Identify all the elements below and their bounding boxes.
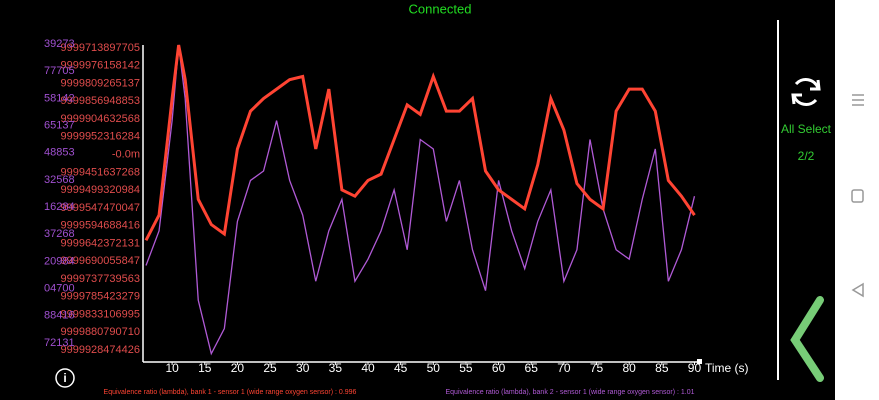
- select-label[interactable]: All Select: [781, 122, 832, 136]
- y-label: 9999690055847: [60, 255, 140, 267]
- x-tick-label: 40: [361, 361, 375, 375]
- x-tick-label: 30: [296, 361, 310, 375]
- y-label: 9999785423279: [60, 291, 140, 303]
- x-tick-label: 55: [459, 361, 473, 375]
- refresh-button[interactable]: [791, 78, 821, 106]
- y-label: 9999451637268: [60, 166, 140, 178]
- y2-label: 04700: [44, 283, 75, 295]
- x-tick-label: 15: [198, 361, 212, 375]
- y-label: 9999952316284: [60, 131, 140, 143]
- y-label: 9999904632568: [60, 113, 140, 125]
- y-label: 9999880790710: [60, 326, 140, 338]
- series-line: [144, 44, 696, 241]
- y-label: 9999809265137: [60, 77, 140, 89]
- svg-text:i: i: [63, 371, 66, 385]
- y-label: -0.0m: [112, 148, 140, 160]
- y-label: 9999737739563: [60, 273, 140, 285]
- x-tick-label: 80: [622, 361, 636, 375]
- select-count: 2/2: [798, 149, 815, 163]
- y2-label: 77705: [44, 65, 75, 77]
- y-label: 9999642372131: [60, 237, 140, 249]
- info-button[interactable]: i: [55, 368, 75, 388]
- x-tick-label: 70: [557, 361, 571, 375]
- x-tick-label: 35: [329, 361, 343, 375]
- y-label: 9999713897705: [60, 42, 140, 54]
- series-line: [145, 44, 696, 356]
- y-label: 9999547470047: [60, 202, 140, 214]
- y-label: 9999928474426: [60, 344, 140, 356]
- x-tick-label: 90: [688, 361, 702, 375]
- y-label: 9999833106995: [60, 308, 140, 320]
- x-tick-label: 50: [427, 361, 441, 375]
- x-tick-label: 60: [492, 361, 506, 375]
- y-label: 9999856948853: [60, 95, 140, 107]
- y2-label: 20984: [44, 255, 75, 267]
- y2-label: 32568: [44, 174, 75, 186]
- axis-end: [697, 359, 702, 364]
- x-tick-label: 85: [655, 361, 669, 375]
- back-arrow[interactable]: [790, 296, 824, 382]
- x-tick-label: 25: [263, 361, 277, 375]
- y-label: 9999499320984: [60, 184, 140, 196]
- x-tick-label: 75: [590, 361, 604, 375]
- y2-label: 72131: [44, 337, 75, 349]
- legend-entry: Equivalence ratio (lambda), bank 2 - sen…: [445, 389, 694, 396]
- status: Connected: [409, 1, 472, 16]
- x-tick-label: 45: [394, 361, 408, 375]
- legend-entry: Equivalence ratio (lambda), bank 1 - sen…: [104, 389, 357, 396]
- y2-label: 88416: [44, 310, 75, 322]
- y2-label: 48853: [44, 147, 75, 159]
- x-tick-label: 20: [231, 361, 245, 375]
- nav-bar: [835, 0, 879, 400]
- y-label: 9999594688416: [60, 220, 140, 232]
- y2-label: 37268: [44, 228, 75, 240]
- y2-label: 58142: [44, 92, 75, 104]
- x-tick-label: 10: [165, 361, 179, 375]
- y2-label: 39273: [44, 38, 75, 50]
- x-axis-label: Time (s): [705, 361, 749, 375]
- nav-icons: [851, 94, 864, 298]
- y2-label: 16284: [44, 201, 75, 213]
- y2-label: 65137: [44, 119, 75, 131]
- x-tick-label: 65: [525, 361, 539, 375]
- y-label: 9999976158142: [60, 60, 140, 72]
